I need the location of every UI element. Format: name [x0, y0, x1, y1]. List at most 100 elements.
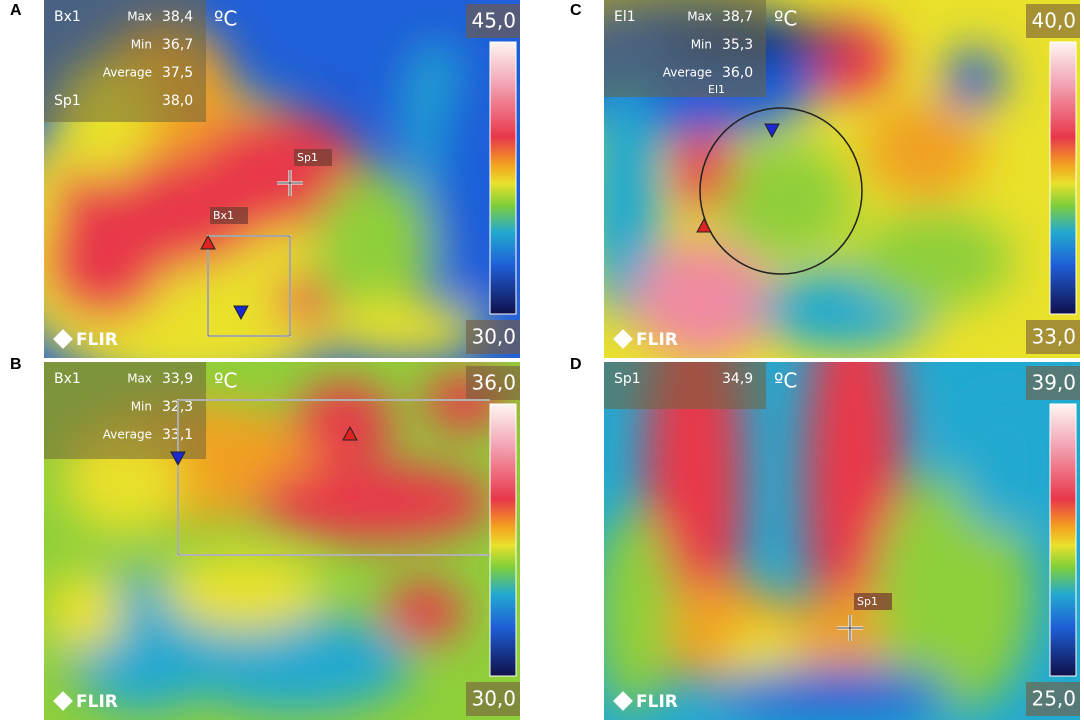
- marker-tag-bg: [294, 149, 332, 166]
- measurement-label: Average: [103, 428, 152, 442]
- measurement-value: 34,9: [722, 371, 753, 387]
- logo-icon: [53, 329, 73, 349]
- scale-max: 36,0: [471, 371, 516, 395]
- roi-box: [177, 399, 490, 556]
- marker-tag-bg: [854, 593, 892, 610]
- spot-name: Sp1: [54, 93, 81, 109]
- thermal-blob: [944, 50, 1004, 110]
- thermal-blob: [714, 140, 854, 260]
- thermal-blobs: [604, 362, 1054, 717]
- scale-max-bg: [1026, 366, 1080, 400]
- measurement-label: Min: [691, 38, 712, 52]
- scale-min: 30,0: [471, 325, 516, 349]
- marker-tag: Bx1: [213, 209, 234, 222]
- logo: FLIR: [76, 692, 118, 712]
- measurement-label: Min: [131, 38, 152, 52]
- panel-letter: C: [570, 2, 582, 19]
- scale-bar: [489, 41, 517, 315]
- unit: ºC: [214, 369, 237, 393]
- thermal-blob: [184, 110, 364, 230]
- thermal-blob: [674, 130, 734, 210]
- thermal-blob: [874, 472, 1034, 712]
- measurement-label: Min: [131, 400, 152, 414]
- scale-max-bg: [1026, 4, 1080, 38]
- thermal-image: El1 Max 38,7 Min 35,3 Average 36,0 ºC 40,0 33,0 FL…: [604, 0, 1080, 358]
- measurement-bg: [604, 362, 766, 409]
- scale-min: 25,0: [1031, 687, 1076, 711]
- logo: FLIR: [76, 330, 118, 350]
- measurement-bg: [44, 0, 206, 122]
- thermal-blob: [44, 200, 164, 320]
- logo: FLIR: [636, 692, 678, 712]
- unit: ºC: [214, 7, 237, 31]
- measurement-name: Sp1: [614, 371, 641, 387]
- measurement-name: Bx1: [54, 9, 81, 25]
- scale-max: 45,0: [471, 9, 516, 33]
- scale-max-bg: [466, 366, 520, 400]
- unit: ºC: [774, 369, 797, 393]
- measurement-value: 38,7: [722, 9, 753, 25]
- unit: ºC: [774, 7, 797, 31]
- logo: FLIR: [636, 330, 678, 350]
- thermal-blob: [604, 512, 674, 712]
- measurement-label: Max: [687, 10, 712, 24]
- marker-tag: Sp1: [297, 151, 318, 164]
- scale-max: 39,0: [1031, 371, 1076, 395]
- thermal-blob: [384, 582, 464, 642]
- scale-max: 40,0: [1031, 9, 1076, 33]
- scale-min-bg: [1026, 682, 1080, 716]
- scale-min-bg: [466, 320, 520, 354]
- thermal-blob: [254, 462, 494, 542]
- scale-bar: [1049, 41, 1077, 315]
- measurement-value: 35,3: [722, 37, 753, 53]
- measurement-value: 36,0: [722, 65, 753, 81]
- thermal-blob: [294, 382, 394, 462]
- min-marker: [233, 305, 249, 321]
- measurement-value: 33,9: [162, 371, 193, 387]
- panel-letter: D: [570, 356, 582, 373]
- measurement-value: 38,4: [162, 9, 193, 25]
- scale-min-bg: [1026, 320, 1080, 354]
- thermal-blob: [314, 170, 434, 330]
- measurement-value: 37,5: [162, 65, 193, 81]
- panel-letter: B: [10, 356, 22, 373]
- measurement-name: Bx1: [54, 371, 81, 387]
- thermal-blob: [714, 667, 954, 717]
- measurement-label: Average: [103, 66, 152, 80]
- min-marker: [764, 123, 780, 139]
- marker-tag: Sp1: [857, 595, 878, 608]
- scale-bar: [489, 403, 517, 677]
- thermal-image: Bx1 Max 38,4 Min 36,7 Average 37,5 ºC Sp1 38,0 45,…: [44, 0, 520, 358]
- thermal-blob: [44, 572, 124, 652]
- roi-box: [207, 235, 291, 337]
- thermal-blob: [604, 80, 664, 320]
- min-marker: [170, 451, 186, 467]
- scale-bar: [1049, 403, 1077, 677]
- thermal-blobs: [44, 20, 514, 358]
- max-marker: [200, 234, 216, 250]
- panel-letter: A: [10, 2, 22, 19]
- thermal-blob: [164, 552, 324, 632]
- max-marker: [696, 217, 712, 233]
- measurement-value: 36,7: [162, 37, 193, 53]
- max-marker: [342, 425, 358, 441]
- thermal-blob: [954, 392, 1054, 532]
- thermal-blob: [634, 240, 774, 358]
- scale-min: 33,0: [1031, 325, 1076, 349]
- thermal-blob: [854, 210, 1014, 310]
- measurement-label: Average: [663, 66, 712, 80]
- scale-min: 30,0: [471, 687, 516, 711]
- roi-ellipse: [699, 107, 863, 275]
- roi-tag: El1: [708, 83, 725, 96]
- spot-value: 38,0: [162, 93, 193, 109]
- thermal-blob: [864, 100, 984, 200]
- measurement-label: Max: [127, 10, 152, 24]
- measurement-name: El1: [614, 9, 636, 25]
- scale-min-bg: [466, 682, 520, 716]
- measurement-bg: [604, 0, 766, 97]
- thermal-blob: [324, 300, 484, 358]
- measurement-label: Max: [127, 372, 152, 386]
- thermal-image: Sp1 34,9 ºC 39,0 25,0 FLIR Sp1: [604, 362, 1080, 720]
